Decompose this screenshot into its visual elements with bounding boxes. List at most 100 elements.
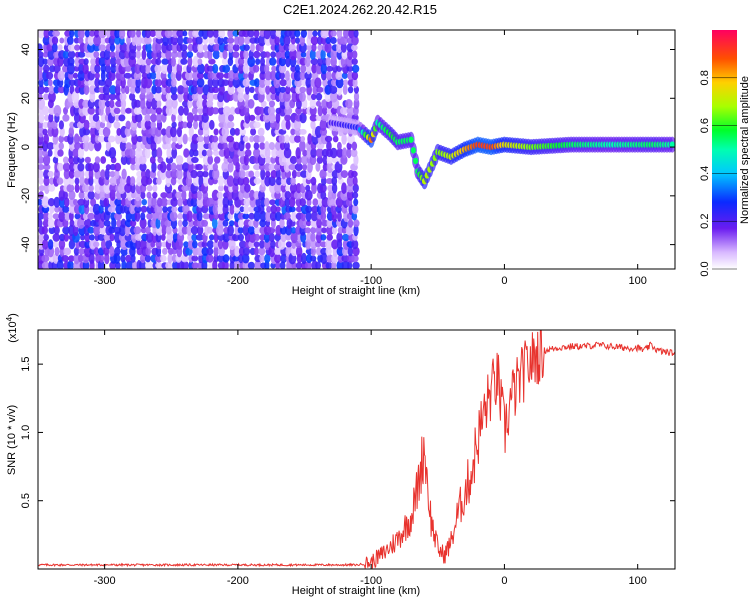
noise-cell: [114, 36, 121, 45]
noise-cell: [341, 133, 347, 145]
noise-cell: [160, 192, 168, 199]
noise-cell: [156, 112, 163, 124]
noise-cell: [244, 149, 252, 157]
noise-cell: [109, 99, 115, 109]
noise-cell: [169, 126, 177, 138]
noise-cell: [275, 224, 283, 236]
noise-cell: [249, 135, 255, 143]
noise-cell: [291, 91, 298, 103]
noise-cell: [105, 43, 112, 52]
noise-cell: [213, 43, 221, 52]
noise-cell: [186, 51, 194, 58]
noise-cell: [171, 106, 178, 116]
noise-cell: [160, 63, 168, 74]
noise-cell: [314, 125, 323, 138]
noise-cell: [243, 36, 251, 45]
noise-cell: [301, 252, 307, 265]
noise-cell: [279, 79, 287, 87]
noise-cell: [306, 220, 312, 227]
noise-cell: [46, 71, 54, 80]
noise-cell: [234, 35, 240, 46]
noise-cell: [260, 168, 266, 181]
noise-cell: [237, 176, 245, 186]
noise-cell: [197, 63, 205, 74]
noise-cell: [311, 205, 319, 213]
noise-cell: [193, 120, 198, 130]
noise-cell: [54, 246, 60, 257]
noise-cell: [263, 30, 271, 40]
noise-cell: [144, 77, 153, 89]
noise-cell: [73, 72, 78, 79]
noise-cell: [305, 205, 313, 213]
noise-cell: [351, 58, 358, 65]
noise-cell: [38, 51, 44, 58]
noise-cell: [151, 85, 157, 95]
noise-cell: [351, 71, 359, 81]
noise-cell: [238, 246, 245, 256]
noise-cell: [64, 71, 70, 81]
noise-cell: [102, 126, 111, 138]
noise-cell: [202, 213, 211, 220]
noise-cell: [145, 63, 151, 74]
noise-cell: [103, 182, 111, 194]
noise-cell: [42, 121, 49, 129]
noise-cell: [295, 64, 300, 73]
noise-cell: [214, 156, 221, 164]
noise-cell: [42, 106, 50, 116]
noise-cell: [279, 218, 285, 229]
noise-cell: [62, 162, 71, 172]
colorbar-tick-label: 0.0: [699, 261, 711, 276]
noise-cell: [196, 225, 204, 236]
noise-cell: [144, 36, 152, 45]
noise-cell: [331, 176, 338, 186]
noise-cell: [290, 128, 296, 136]
noise-cell: [190, 85, 198, 95]
noise-cell: [249, 189, 256, 201]
noise-cell: [156, 147, 163, 159]
noise-cell: [299, 112, 307, 124]
noise-cell: [58, 189, 65, 201]
noise-cell: [293, 119, 301, 131]
y-tick-label: 0: [20, 144, 32, 150]
noise-cell: [93, 34, 102, 47]
noise-cell: [314, 77, 322, 88]
noise-cell: [62, 218, 69, 228]
noise-cell: [248, 114, 256, 121]
noise-cell: [84, 30, 90, 38]
noise-cell: [68, 255, 75, 262]
noise-cell: [233, 71, 240, 81]
noise-cell: [192, 240, 198, 249]
noise-cell: [232, 77, 241, 89]
noise-cell: [330, 198, 337, 206]
noise-cell: [77, 156, 85, 164]
noise-cell: [100, 169, 106, 179]
noise-cell: [229, 106, 236, 116]
noise-cell: [72, 155, 80, 165]
noise-cell: [161, 92, 169, 102]
noise-cell: [207, 43, 216, 53]
noise-cell: [201, 112, 209, 123]
noise-cell: [206, 240, 214, 249]
signal-point: [408, 136, 414, 143]
noise-cell: [141, 169, 146, 180]
noise-cell: [266, 206, 272, 213]
noise-cell: [336, 148, 344, 158]
noise-cell: [190, 197, 198, 207]
noise-cell: [242, 135, 249, 143]
noise-cell: [278, 64, 287, 74]
noise-cell: [41, 254, 50, 263]
noise-cell: [315, 100, 322, 107]
noise-cell: [58, 239, 66, 250]
noise-cell: [330, 30, 337, 37]
noise-cell: [90, 57, 97, 66]
noise-cell: [48, 184, 56, 192]
noise-cell: [182, 162, 190, 172]
noise-cell: [248, 231, 257, 243]
noise-cell: [78, 254, 84, 263]
noise-cell: [113, 121, 121, 129]
x-tick-label: -300: [94, 275, 116, 287]
noise-cell: [257, 106, 265, 115]
noise-cell: [197, 140, 205, 152]
noise-cell: [114, 30, 121, 39]
noise-cell: [125, 260, 134, 269]
